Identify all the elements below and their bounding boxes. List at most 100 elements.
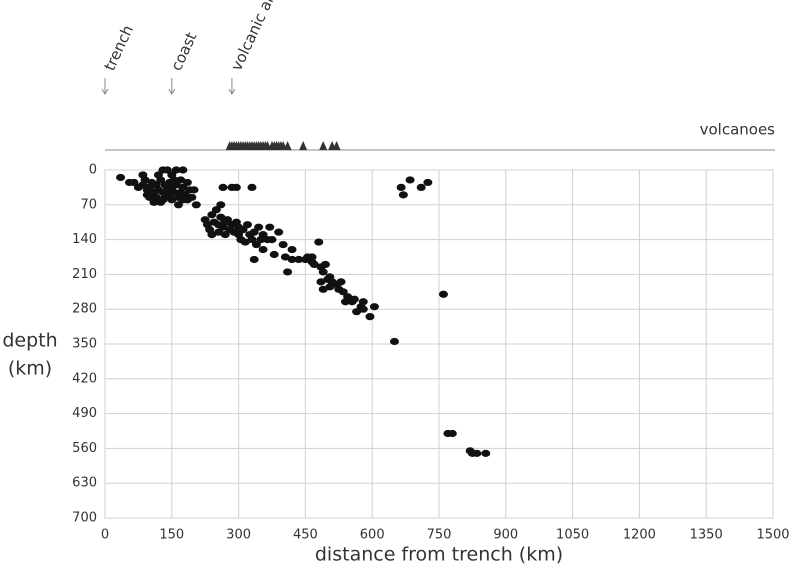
earthquake-point — [398, 191, 408, 199]
earthquake-point — [352, 308, 362, 316]
earthquake-point — [251, 240, 261, 249]
x-tick-label: 150 — [159, 528, 184, 543]
y-tick-label: 70 — [80, 197, 97, 212]
earthquake-point — [153, 171, 163, 179]
earthquake-point — [287, 255, 297, 264]
earthquake-point — [338, 288, 348, 296]
earthquake-point — [247, 183, 257, 191]
y-tick-label: 140 — [72, 232, 97, 247]
earthquake-point — [472, 449, 482, 457]
earthquake-point — [216, 201, 226, 209]
earthquake-point — [316, 278, 326, 286]
earthquake-point — [129, 178, 139, 187]
earthquake-point — [258, 245, 268, 254]
earthquake-point — [238, 226, 248, 234]
earthquake-point — [318, 268, 328, 276]
earthquake-point — [167, 196, 177, 204]
earthquake-point — [307, 253, 317, 261]
volcano — [299, 141, 308, 150]
earthquake-point — [162, 166, 172, 174]
earthquake-point — [178, 196, 188, 204]
earthquake-point — [178, 183, 188, 191]
earthquake-point — [216, 213, 226, 221]
x-tick-label: 750 — [427, 528, 452, 543]
earthquake-point — [145, 193, 155, 201]
x-tick-label: 1050 — [556, 528, 589, 543]
earthquake-point — [269, 250, 279, 259]
earthquake-point — [358, 298, 368, 306]
earthquake-point — [240, 238, 250, 246]
earthquake-point — [396, 183, 406, 191]
annotation: trench — [100, 22, 137, 73]
earthquake-point — [309, 260, 319, 269]
earthquake-point — [365, 313, 375, 321]
x-axis-label: distance from trench (km) — [315, 544, 563, 566]
annotation-arrowhead — [101, 88, 109, 95]
earthquake-point — [169, 176, 179, 184]
earthquake-point — [231, 183, 241, 191]
x-tick-label: 300 — [226, 528, 251, 543]
x-tick-label: 600 — [360, 528, 385, 543]
earthquake-point — [278, 240, 288, 249]
y-axis-label: depth — [2, 330, 57, 352]
y-tick-label: 490 — [72, 406, 97, 421]
earthquake-point — [191, 201, 201, 209]
x-tick-label: 900 — [493, 528, 518, 543]
x-tick-label: 0 — [101, 528, 109, 543]
volcano — [283, 141, 292, 150]
earthquake-point — [222, 216, 232, 224]
earthquake-point — [218, 183, 228, 191]
earthquake-point — [369, 303, 379, 311]
x-tick-label: 450 — [293, 528, 318, 543]
annotation: volcanic arc — [227, 0, 281, 74]
earthquake-point — [287, 245, 297, 254]
earthquake-point — [294, 255, 304, 264]
earthquake-point — [211, 206, 221, 214]
earthquake-point — [267, 236, 277, 244]
earthquake-point — [254, 223, 264, 231]
earthquake-point — [343, 293, 353, 301]
earthquake-point — [171, 166, 181, 174]
annotation-arrowhead — [168, 88, 176, 95]
earthquake-point — [389, 337, 399, 346]
y-tick-label: 420 — [72, 371, 97, 386]
earthquake-point — [189, 186, 199, 194]
y-tick-label: 630 — [72, 476, 97, 491]
volcanoes-label: volcanoes — [700, 121, 776, 139]
y-axis-label: (km) — [8, 358, 52, 380]
y-tick-label: 0 — [89, 163, 97, 178]
y-tick-label: 560 — [72, 441, 97, 456]
earthquake-point — [214, 228, 224, 236]
earthquake-point — [358, 305, 368, 313]
earthquake-point — [283, 268, 293, 276]
earthquake-point — [405, 176, 415, 184]
earthquake-point — [243, 221, 253, 229]
annotation-arrowhead — [228, 88, 236, 95]
earthquake-point — [207, 211, 217, 219]
earthquake-point — [247, 236, 257, 244]
volcano — [332, 141, 341, 150]
earthquake-point — [182, 178, 192, 187]
volcano — [319, 141, 328, 150]
earthquake-point — [249, 228, 259, 236]
earthquake-point — [116, 173, 126, 182]
earthquake-point — [438, 290, 448, 298]
earthquake-point — [176, 176, 186, 184]
earthquake-point — [274, 228, 284, 236]
earthquake-point — [158, 196, 168, 204]
earthquake-point — [173, 201, 183, 209]
earthquake-point — [280, 253, 290, 261]
y-tick-label: 700 — [72, 511, 97, 526]
y-tick-label: 280 — [72, 302, 97, 317]
earthquake-point — [320, 260, 330, 269]
earthquake-point — [220, 231, 230, 239]
earthquake-point — [140, 176, 150, 184]
x-tick-label: 1500 — [756, 528, 789, 543]
y-tick-label: 210 — [72, 267, 97, 282]
earthquake-point — [416, 183, 426, 191]
x-tick-label: 1200 — [623, 528, 656, 543]
earthquake-point — [336, 278, 346, 286]
earthquake-point — [318, 285, 328, 293]
earthquake-point — [258, 231, 268, 239]
